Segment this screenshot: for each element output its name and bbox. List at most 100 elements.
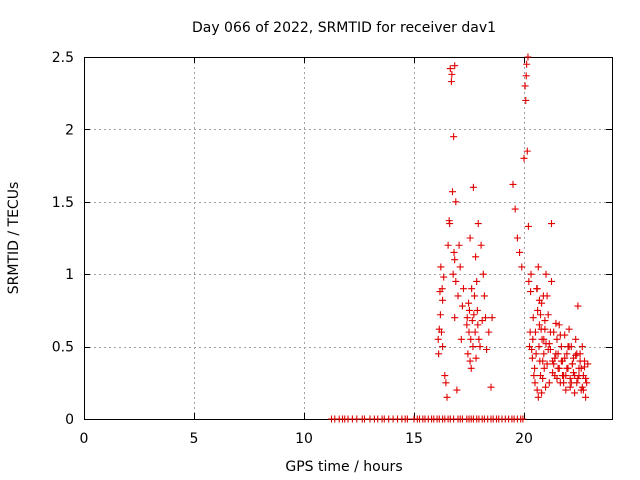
data-point bbox=[551, 354, 559, 362]
data-point bbox=[579, 386, 587, 394]
data-point bbox=[539, 374, 547, 382]
data-point bbox=[540, 364, 548, 372]
data-point bbox=[455, 241, 463, 249]
data-point bbox=[437, 263, 445, 271]
data-point bbox=[473, 306, 481, 314]
data-point bbox=[444, 241, 452, 249]
data-point bbox=[567, 379, 575, 387]
data-points bbox=[328, 53, 592, 423]
data-point bbox=[511, 205, 519, 213]
data-point bbox=[468, 285, 476, 293]
data-point bbox=[483, 345, 491, 353]
x-tick-label: 10 bbox=[295, 431, 313, 447]
data-point bbox=[472, 253, 480, 261]
data-point bbox=[582, 393, 590, 401]
data-point bbox=[543, 292, 551, 300]
data-point bbox=[534, 263, 542, 271]
chart-title: Day 066 of 2022, SRMTID for receiver dav… bbox=[192, 20, 496, 36]
data-point bbox=[576, 357, 584, 365]
data-point bbox=[446, 220, 454, 228]
y-axis-label: SRMTID / TECUs bbox=[6, 182, 22, 295]
data-point bbox=[572, 335, 580, 343]
data-point bbox=[583, 379, 591, 387]
data-point bbox=[522, 96, 530, 104]
data-point bbox=[463, 321, 471, 329]
data-point bbox=[523, 60, 531, 68]
data-point bbox=[522, 72, 530, 80]
data-point bbox=[560, 379, 568, 387]
data-point bbox=[553, 374, 561, 382]
data-point bbox=[448, 70, 456, 78]
data-point bbox=[563, 364, 571, 372]
data-point bbox=[556, 331, 564, 339]
data-point bbox=[538, 299, 546, 307]
data-point bbox=[531, 379, 539, 387]
data-point bbox=[485, 328, 493, 336]
data-point bbox=[451, 314, 459, 322]
grid bbox=[84, 57, 612, 419]
data-point bbox=[534, 393, 542, 401]
data-point bbox=[584, 360, 592, 368]
data-point bbox=[563, 350, 571, 358]
data-point bbox=[439, 296, 447, 304]
data-point bbox=[464, 350, 472, 358]
data-point bbox=[555, 321, 563, 329]
data-point bbox=[457, 335, 465, 343]
data-point bbox=[451, 62, 459, 70]
data-point bbox=[573, 350, 581, 358]
data-point bbox=[557, 343, 565, 351]
data-point bbox=[550, 360, 558, 368]
data-point bbox=[474, 220, 482, 228]
x-tick-label: 5 bbox=[190, 431, 199, 447]
data-point bbox=[434, 335, 442, 343]
data-point bbox=[566, 383, 574, 391]
data-point bbox=[541, 325, 549, 333]
data-point bbox=[482, 314, 489, 322]
data-point bbox=[453, 386, 461, 394]
data-point bbox=[543, 360, 551, 368]
data-point bbox=[535, 343, 543, 351]
x-tick-label: 0 bbox=[80, 431, 89, 447]
data-point bbox=[574, 302, 582, 310]
data-point bbox=[548, 220, 555, 228]
data-point bbox=[578, 383, 586, 391]
data-point bbox=[463, 314, 471, 322]
data-point bbox=[435, 350, 443, 358]
data-point bbox=[476, 343, 484, 351]
x-axis-label: GPS time / hours bbox=[285, 459, 402, 475]
data-point bbox=[460, 285, 467, 293]
data-point bbox=[544, 311, 552, 319]
data-point bbox=[533, 386, 541, 394]
data-point bbox=[523, 147, 531, 155]
data-point bbox=[403, 415, 411, 423]
data-point bbox=[469, 183, 477, 191]
data-point bbox=[449, 188, 456, 196]
data-point bbox=[537, 311, 544, 319]
data-point bbox=[465, 306, 473, 314]
data-point bbox=[480, 292, 488, 300]
data-point bbox=[545, 340, 553, 348]
data-point bbox=[545, 379, 553, 387]
data-point bbox=[581, 363, 588, 371]
data-point bbox=[452, 277, 460, 285]
data-point bbox=[546, 328, 554, 336]
data-point bbox=[544, 345, 552, 353]
x-tick-label: 20 bbox=[515, 431, 533, 447]
data-point bbox=[449, 270, 457, 278]
data-point bbox=[570, 369, 577, 377]
data-point bbox=[554, 350, 562, 358]
data-point bbox=[516, 248, 524, 256]
data-point bbox=[440, 273, 448, 281]
data-point bbox=[470, 311, 478, 319]
data-point bbox=[520, 154, 528, 162]
data-point bbox=[535, 321, 543, 329]
data-point bbox=[478, 317, 486, 325]
axis-ticks bbox=[84, 57, 612, 420]
data-point bbox=[578, 343, 586, 351]
data-point bbox=[446, 65, 454, 73]
x-tick-label: 15 bbox=[405, 431, 423, 447]
data-point bbox=[529, 335, 537, 343]
y-tick-label: 0.5 bbox=[52, 340, 74, 356]
data-point bbox=[454, 292, 462, 300]
